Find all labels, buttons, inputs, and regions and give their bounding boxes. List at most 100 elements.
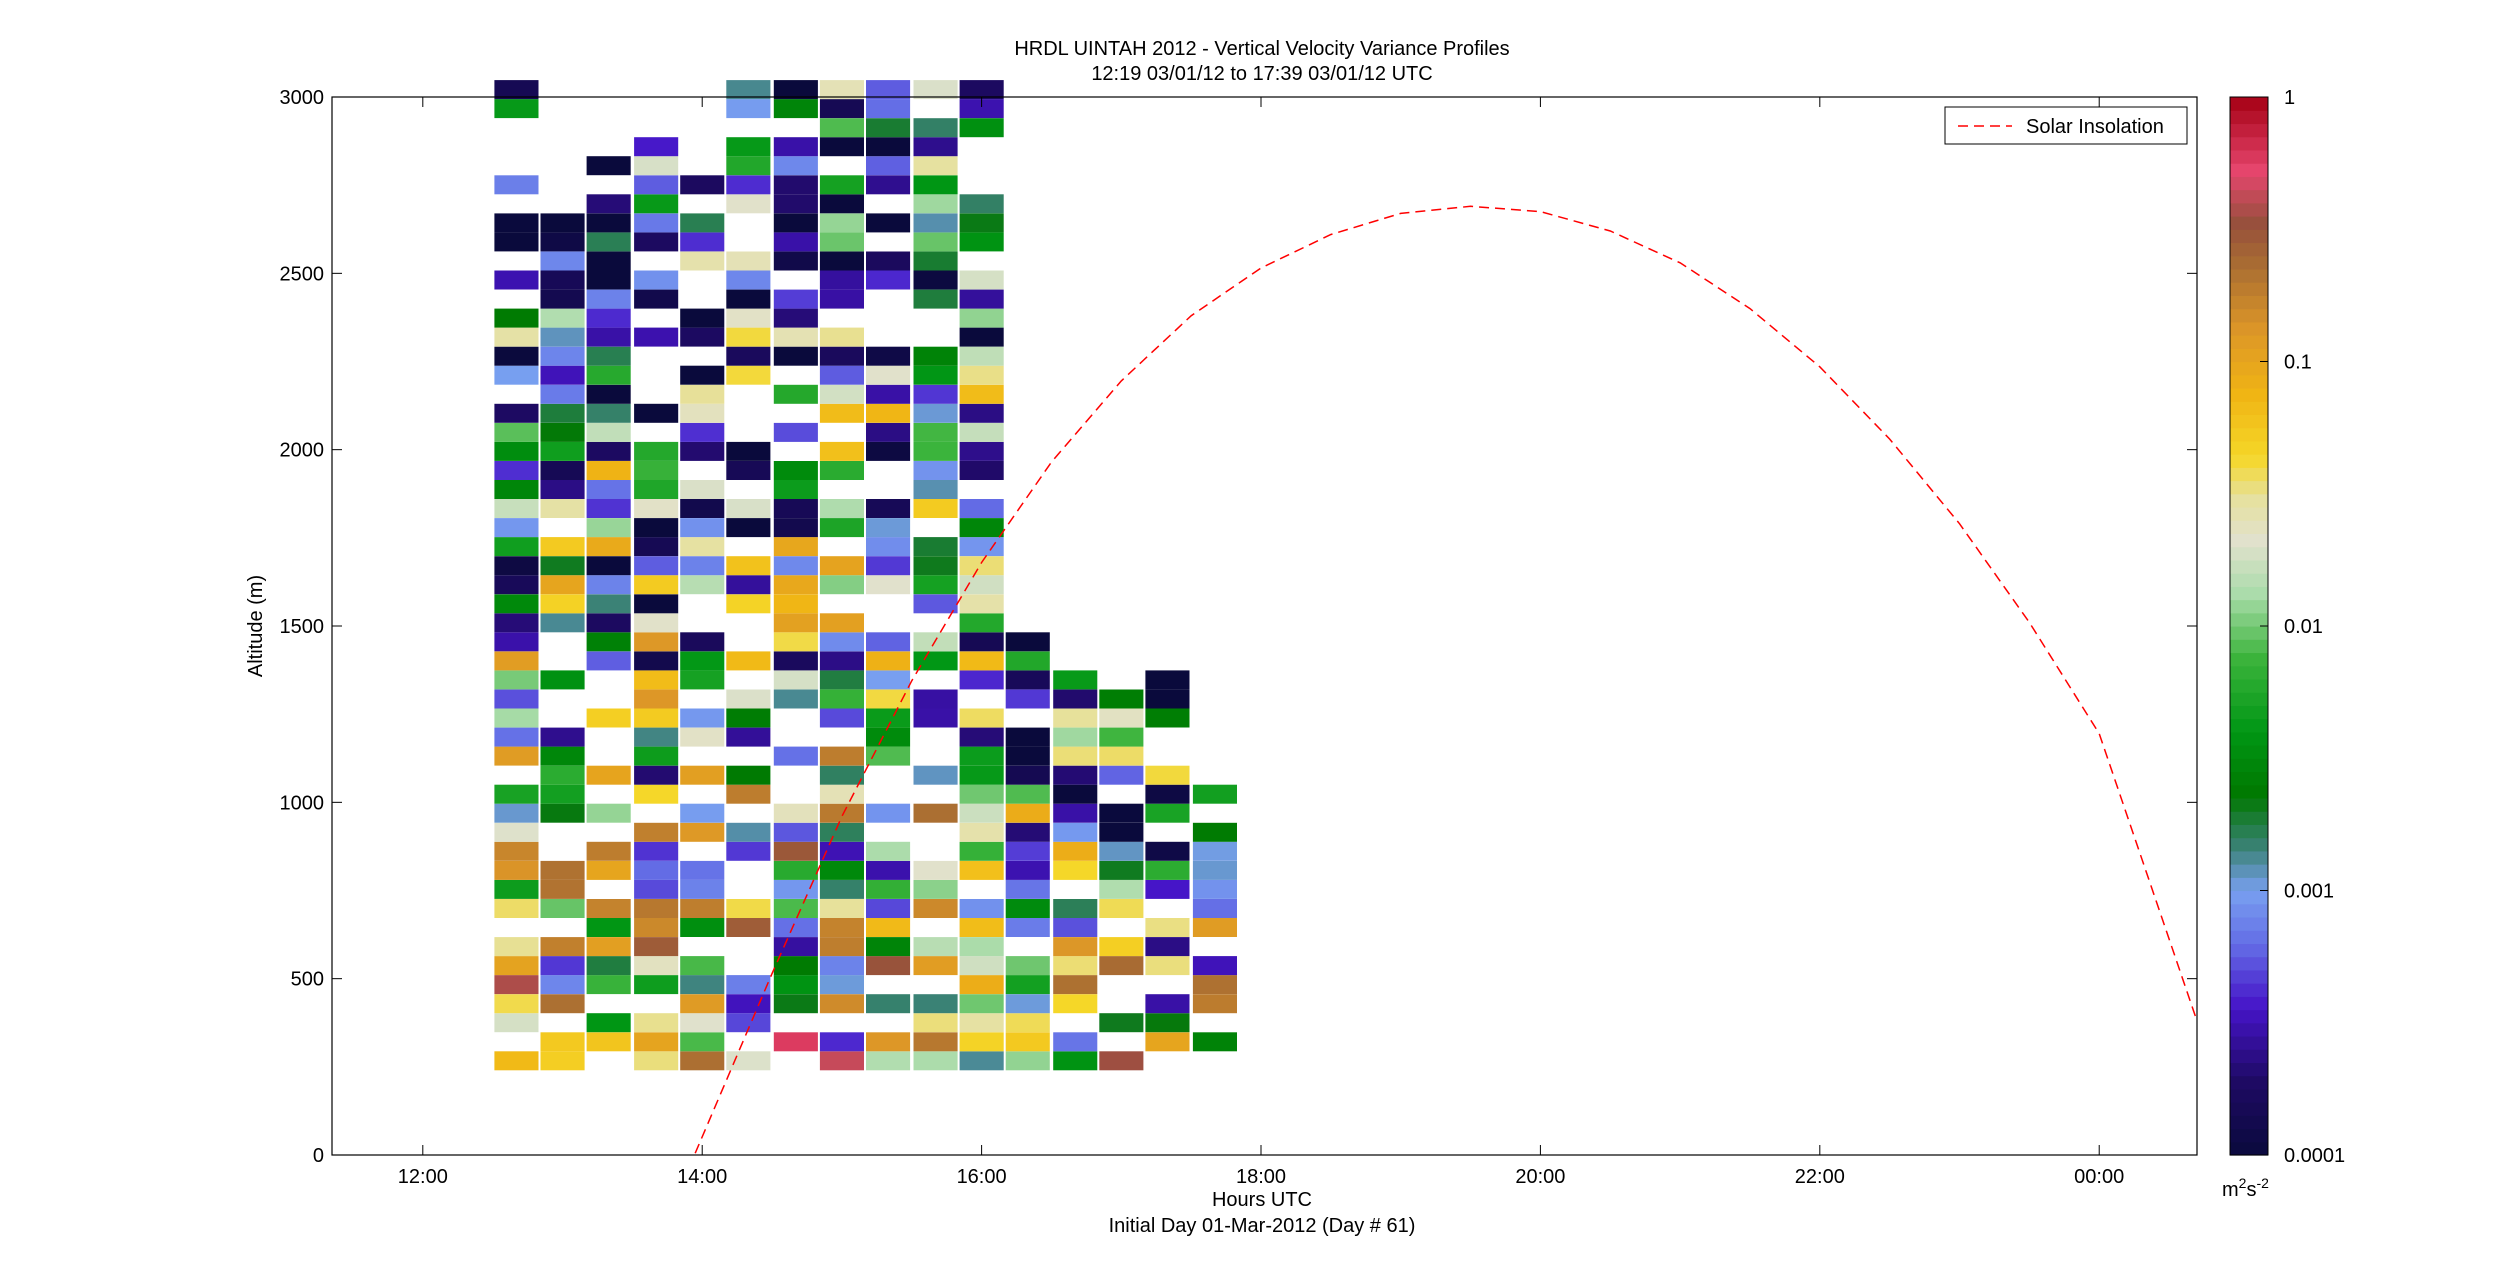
colorbar-band	[2230, 1115, 2268, 1130]
heatmap-cell	[680, 175, 725, 195]
heatmap-cell	[773, 651, 818, 671]
heatmap-cell	[1053, 975, 1098, 995]
heatmap-cell	[586, 499, 631, 518]
x-tick-label: 12:00	[398, 1166, 448, 1188]
heatmap-cell	[494, 689, 539, 709]
heatmap-cell	[680, 403, 725, 423]
heatmap-cell	[494, 822, 539, 842]
heatmap-cell	[494, 346, 539, 366]
heatmap-cell	[1099, 822, 1144, 842]
colorbar-band	[2230, 837, 2268, 852]
heatmap-cell	[634, 784, 679, 804]
heatmap-cell	[1145, 918, 1190, 937]
y-tick-label: 2500	[280, 263, 325, 285]
heatmap-cell	[959, 232, 1004, 252]
heatmap-cell	[726, 994, 771, 1014]
colorbar-unit-sup2: -2	[2256, 1175, 2269, 1191]
heatmap-cell	[866, 918, 911, 937]
heatmap-cell	[680, 575, 725, 595]
heatmap-cell	[1099, 841, 1144, 861]
heatmap-cell	[586, 289, 631, 309]
heatmap-cell	[680, 803, 725, 823]
heatmap-cell	[726, 346, 771, 366]
heatmap-cell	[913, 156, 958, 176]
x-tick-label: 00:00	[2074, 1166, 2124, 1188]
heatmap-cell	[1145, 1032, 1190, 1052]
heatmap-cell	[773, 613, 818, 633]
heatmap-cell	[866, 270, 911, 290]
heatmap-cell	[494, 556, 539, 576]
heatmap-cell	[913, 937, 958, 957]
heatmap-cell	[634, 765, 679, 785]
heatmap-cell	[819, 118, 864, 138]
heatmap-cell	[494, 841, 539, 861]
heatmap-cell	[680, 232, 725, 252]
heatmap-cell	[1053, 822, 1098, 842]
heatmap-cell	[494, 803, 539, 823]
heatmap-cell	[586, 384, 631, 404]
heatmap-cell	[913, 365, 958, 385]
heatmap-cell	[540, 308, 585, 328]
colorbar-band	[2230, 467, 2268, 482]
heatmap-cell	[634, 613, 679, 633]
heatmap-cell	[540, 879, 585, 899]
heatmap-cell	[1005, 918, 1050, 937]
heatmap-cell	[913, 994, 958, 1014]
heatmap-cell	[959, 975, 1004, 995]
heatmap-cell	[1005, 841, 1050, 861]
heatmap-cell	[913, 213, 958, 233]
heatmap-cell	[586, 213, 631, 233]
colorbar-band	[2230, 282, 2268, 296]
colorbar-band	[2230, 705, 2268, 720]
heatmap-cell	[586, 461, 631, 480]
colorbar-band	[2230, 255, 2268, 270]
heatmap-cell	[680, 365, 725, 385]
heatmap-cell	[866, 841, 911, 861]
heatmap-cell	[540, 441, 585, 461]
heatmap-cell	[866, 860, 911, 880]
heatmap-cell	[959, 308, 1004, 328]
y-tick-label: 3000	[280, 87, 325, 109]
heatmap-cell	[1145, 803, 1190, 823]
colorbar-band	[2230, 176, 2268, 191]
heatmap-cell	[1192, 994, 1237, 1014]
heatmap-cell	[586, 918, 631, 937]
heatmap-cell	[494, 784, 539, 804]
colorbar-unit-base: m	[2222, 1179, 2239, 1201]
heatmap-cell	[1005, 746, 1050, 766]
heatmap-cell	[913, 1032, 958, 1052]
heatmap-cell	[540, 365, 585, 385]
heatmap-cell	[959, 403, 1004, 423]
heatmap-cell	[1145, 1013, 1190, 1033]
heatmap-cell	[959, 1032, 1004, 1052]
heatmap-cell	[586, 518, 631, 538]
heatmap-cell	[819, 461, 864, 480]
heatmap-cell	[819, 670, 864, 690]
heatmap-cell	[773, 937, 818, 957]
heatmap-cell	[1005, 1051, 1050, 1071]
heatmap-cell	[773, 213, 818, 233]
heatmap-cell	[634, 956, 679, 976]
heatmap-cell	[680, 480, 725, 499]
colorbar-unit-sup1: 2	[2239, 1175, 2247, 1191]
heatmap-cell	[819, 137, 864, 157]
colorbar-band	[2230, 864, 2268, 878]
heatmap-cell	[773, 918, 818, 937]
heatmap-cell	[959, 822, 1004, 842]
heatmap-cell	[634, 1032, 679, 1052]
heatmap-cell	[819, 499, 864, 518]
colorbar-band	[2230, 943, 2268, 958]
heatmap-cell	[494, 327, 539, 347]
heatmap-cell	[540, 727, 585, 747]
colorbar-band	[2230, 665, 2268, 680]
heatmap-cell	[959, 956, 1004, 976]
heatmap-cell	[726, 575, 771, 595]
heatmap-cell	[959, 346, 1004, 366]
heatmap-cell	[866, 175, 911, 195]
heatmap-cell	[819, 975, 864, 995]
heatmap-cell	[913, 689, 958, 709]
heatmap-cell	[540, 1051, 585, 1071]
colorbar-band	[2230, 996, 2268, 1011]
heatmap-cell	[494, 708, 539, 728]
heatmap-cell	[634, 822, 679, 842]
